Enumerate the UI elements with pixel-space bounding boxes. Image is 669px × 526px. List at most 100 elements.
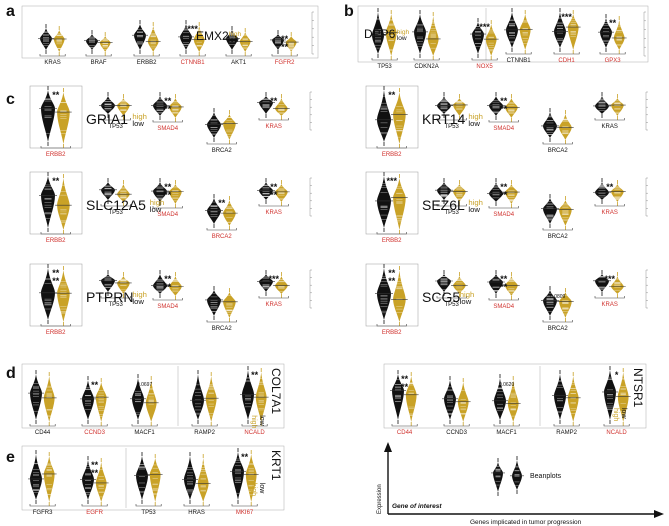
panel-a-pair-ctnnb1-gene-label: CTNNB1	[181, 60, 206, 66]
panel-d2-pair-ramp2-brace	[553, 424, 580, 427]
panel-d1-pair-ccnd3-high-bean-strokes	[85, 387, 91, 410]
panel-c1-pair-erbb2-gene-label: ERBB2	[46, 152, 66, 158]
panel-c4-pair-erbb2-low-bean-strokes	[396, 186, 403, 223]
panel-d2-pair-cd44-low-bean	[405, 376, 417, 422]
panel-d1-pair-ccnd3-high-bean	[82, 380, 94, 420]
panel-c1-pair-smad4-gene-label: SMAD4	[157, 126, 178, 132]
panel-d1-pair-ccnd3-low-bean-strokes	[98, 390, 104, 417]
panel-c1-pair-smad4-brace	[152, 120, 183, 123]
panel-a-pair-akt1-brace	[225, 54, 252, 57]
panel-d2-pair-macf1-low-bean-strokes	[510, 386, 516, 417]
panel-c4-pair-brca2-brace	[542, 228, 573, 231]
legend-x-arrowhead	[654, 510, 664, 518]
panel-e-pair-egfr-low-bean-strokes	[98, 466, 104, 498]
panel-a-pair-braf-gene-label: BRAF	[91, 60, 107, 66]
panel-d2-frame	[383, 363, 647, 429]
panel-b-label-high: high	[397, 29, 410, 36]
panel-c6-pair-erbb2-brace	[376, 324, 407, 327]
panel-c4-pair-tp53-gene-label: TP53	[445, 210, 460, 216]
panel-e-gene-title: KRT1	[269, 450, 283, 481]
panel-c6-pair-brca2-significance: 0.0809	[550, 294, 566, 300]
panel-c1-pair-smad4-high-bean-strokes	[156, 98, 164, 114]
panel-d2-pair-ncald-low-bean	[617, 372, 629, 422]
panel-a-pair-braf-low-bean-strokes	[102, 38, 108, 50]
panel-c1-pair-smad4-significance: **	[164, 96, 172, 106]
panel-c3-pair-brca2-brace	[206, 228, 237, 231]
panel-c1-pair-erbb2-low-bean	[57, 92, 70, 144]
panel-c2-pair-brca2-high-bean-strokes	[546, 114, 554, 135]
panel-b-pair-cdkn2a-low-bean-strokes	[430, 21, 436, 49]
panel-b-pair-cdh1-low-bean-strokes	[570, 18, 576, 37]
panel-a-pair-akt1-low-bean-strokes	[242, 34, 248, 49]
panel-a-gene-title: EMX2	[196, 29, 229, 43]
panel-c5-gene-title: PTPRN	[86, 289, 133, 305]
panel-e-pair-fgfr3-high-bean	[30, 454, 42, 500]
panel-d1-pair-ramp2-low-bean	[205, 376, 217, 422]
panel-c3-pair-erbb2-low-bean-strokes	[60, 184, 67, 223]
panel-c5-pair-smad4-significance: **	[164, 282, 172, 292]
panel-e-pair-egfr-high-bean-strokes	[85, 464, 91, 495]
panel-e-label-low: low	[258, 483, 265, 494]
panel-d1-pair-ccnd3-significance: **	[91, 380, 99, 390]
panel-c6-pair-tp53-gene-label: TP53	[445, 302, 460, 308]
panel-e-pair-tp53-high-bean	[136, 456, 148, 500]
panel-d1-pair-ccnd3-low-bean	[95, 382, 107, 422]
legend-y-label: Expression	[377, 484, 383, 514]
panel-c2-pair-erbb2-low-bean-strokes	[396, 106, 403, 138]
panel-a-pair-erbb2-high-bean-strokes	[137, 29, 143, 45]
panel-b-pair-nox5-low-bean	[485, 24, 497, 56]
panel-a-pair-braf-high-bean	[86, 34, 98, 50]
panel-d1-pair-cd44-gene-label: CD44	[35, 430, 51, 436]
panel-e-pair-tp53-low-bean-strokes	[152, 464, 158, 495]
panel-d1-pair-cd44-high-bean-strokes	[33, 383, 39, 412]
panel-d2-pair-ramp2-low-bean	[567, 376, 579, 422]
panel-c2-pair-erbb2-high-bean	[377, 90, 391, 142]
panel-c2-pair-tp53-high-bean	[437, 96, 451, 114]
panel-d1-pair-ramp2-high-bean	[192, 374, 204, 420]
panel-a-pair-fgfr2-gene-label: FGFR2	[275, 60, 295, 66]
panel-a-pair-braf-low-bean	[99, 36, 111, 52]
panel-c3-pair-erbb2-brace	[40, 232, 71, 235]
panel-d2-pair-macf1-gene-label: MACF1	[496, 430, 517, 436]
panel-c-letter: c	[6, 91, 15, 108]
panel-c5-pair-erbb2-significance: **	[52, 276, 60, 286]
panel-c4-pair-smad4-brace	[488, 206, 519, 209]
panel-b-pair-gpx3-brace	[599, 52, 626, 55]
panel-c3-pair-kras-significance: **	[270, 182, 278, 192]
panel-c3-pair-smad4-significance: **	[164, 182, 172, 192]
panel-d2-pair-ncald-gene-label: NCALD	[606, 430, 627, 436]
panel-c4-pair-smad4-significance: **	[500, 190, 508, 200]
panel-c5-pair-kras-gene-label: KRAS	[266, 302, 282, 308]
panel-a-pair-kras-low-bean-strokes	[56, 33, 62, 50]
panel-c4-pair-smad4-significance: **	[500, 182, 508, 192]
panel-c6-pair-brca2-brace	[542, 320, 573, 323]
panel-c5-pair-tp53-brace	[100, 296, 131, 299]
panel-c1-gene-title: GRIA1	[86, 111, 128, 127]
panel-c5-pair-brca2-gene-label: BRCA2	[212, 326, 233, 332]
panel-c3-pair-erbb2-significance: **	[52, 176, 60, 186]
panel-c1-pair-erbb2-significance: **	[52, 90, 60, 100]
panel-c5-pair-erbb2-gene-label: ERBB2	[46, 330, 66, 336]
panel-d1-pair-macf1-significance: 0.0697	[137, 382, 153, 388]
panel-c3-pair-brca2-high-bean-strokes	[210, 201, 218, 217]
panel-c5-pair-erbb2-low-bean-strokes	[60, 281, 67, 314]
panel-d1-gene-title: COL7A1	[269, 368, 283, 414]
panel-c6-pair-kras-low-bean-strokes	[614, 278, 621, 291]
panel-d2-pair-macf1-high-bean	[494, 378, 506, 420]
panel-c5-pair-smad4-high-bean-strokes	[156, 279, 164, 292]
panel-c6-pair-kras-high-bean	[595, 274, 609, 292]
panel-c3-pair-brca2-gene-label: BRCA2	[212, 234, 233, 240]
panel-d1-pair-ncald-low-bean-strokes	[258, 378, 264, 417]
panel-a-pair-kras-high-bean-strokes	[43, 31, 49, 46]
panel-c6-pair-brca2-low-bean	[559, 292, 572, 318]
panel-e-pair-fgfr3-brace	[29, 504, 56, 507]
panel-c1-pair-smad4-significance: **	[164, 104, 172, 114]
panel-a-frame	[21, 5, 319, 59]
panel-c5-pair-brca2-low-bean	[223, 292, 236, 318]
panel-c5-pair-kras-brace	[258, 296, 289, 299]
panel-c3-pair-erbb2-low-bean	[57, 178, 70, 230]
panel-c3-pair-brca2-significance: **	[218, 198, 226, 208]
panel-c3-pair-kras-significance: **	[270, 190, 278, 200]
panel-c2-pair-tp53-gene-label: TP53	[445, 124, 460, 130]
panel-c5-pair-brca2-low-bean-strokes	[226, 295, 233, 315]
